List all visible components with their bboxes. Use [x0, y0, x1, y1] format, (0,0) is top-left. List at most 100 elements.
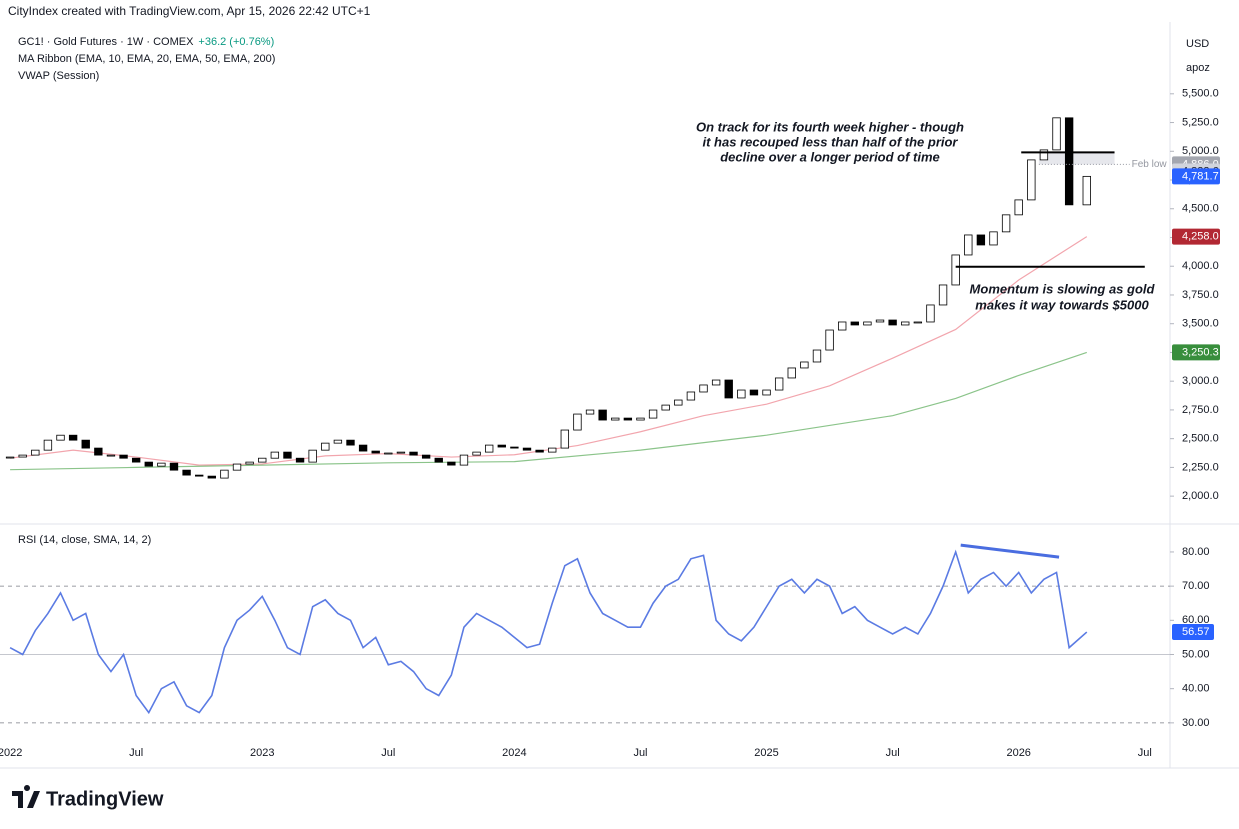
price-label-bg: [1172, 168, 1220, 185]
candle: [447, 461, 456, 466]
candle: [1052, 117, 1061, 151]
candle: [283, 451, 292, 459]
candle: [838, 321, 847, 331]
y-tick-label: 80.00: [1182, 546, 1210, 558]
candle: [245, 461, 254, 465]
candle: [384, 452, 393, 455]
candle: [674, 399, 683, 406]
y-tick-label: 3,000.0: [1182, 375, 1219, 387]
currency: USD: [1186, 38, 1209, 50]
price-label: 4,258.0: [1182, 230, 1219, 242]
x-tick-label: Jul: [129, 747, 143, 759]
candle: [535, 449, 544, 453]
feb-low-zone: [1038, 152, 1115, 165]
candle: [157, 462, 166, 467]
candle: [863, 321, 872, 326]
candle: [623, 417, 633, 421]
candle: [1001, 214, 1011, 233]
divergence-line: [960, 543, 1060, 559]
y-tick-label: 5,000.0: [1182, 145, 1219, 157]
candle: [119, 454, 128, 459]
candle: [901, 321, 910, 326]
credit: CityIndex created with TradingView.com, …: [8, 4, 371, 18]
annotation: Momentum is slowing as gold: [970, 281, 1156, 296]
y-tick-label: 2,500.0: [1182, 433, 1219, 445]
y-tick-label: 60.00: [1182, 614, 1210, 626]
price-label: 3,250.3: [1182, 346, 1219, 358]
logo-mark: [12, 785, 40, 808]
candle: [686, 391, 696, 401]
candle: [510, 446, 519, 449]
candle: [195, 474, 204, 477]
candle: [522, 447, 532, 451]
candle: [850, 321, 859, 326]
candle: [220, 469, 229, 479]
symbol-legend: GC1! · Gold Futures · 1W · COMEX +36.2 (+…: [18, 36, 274, 48]
candle: [548, 447, 557, 453]
y-tick-label: 30.00: [1182, 717, 1210, 729]
candle: [913, 321, 923, 324]
candle: [56, 434, 65, 441]
candle: [964, 234, 973, 256]
moving-average: [10, 236, 1088, 466]
candle: [295, 457, 305, 463]
candle: [472, 451, 481, 456]
candle: [1064, 117, 1074, 206]
scale-mode: apoz: [1186, 62, 1210, 74]
candle: [258, 457, 267, 463]
candle: [812, 349, 822, 363]
candle: [5, 456, 15, 459]
candle: [573, 413, 582, 431]
candle: [926, 304, 935, 323]
candle: [232, 463, 242, 471]
candle: [711, 379, 721, 386]
candle: [989, 231, 998, 246]
candle: [598, 409, 607, 421]
y-tick-label: 3,500.0: [1182, 318, 1219, 330]
candle: [762, 389, 771, 396]
candle: [611, 417, 620, 421]
candle: [421, 454, 431, 459]
candle: [308, 449, 317, 463]
x-tick-label: Jul: [633, 747, 647, 759]
candle: [585, 409, 595, 415]
y-tick-label: 4,500.0: [1182, 203, 1219, 215]
x-tick-label: Jul: [381, 747, 395, 759]
change: +36.2 (+0.76%): [198, 36, 274, 48]
brand: TradingView: [46, 788, 164, 810]
y-tick-label: 2,250.0: [1182, 461, 1219, 473]
y-tick-label: 2,000.0: [1182, 490, 1219, 502]
candle: [774, 377, 784, 391]
candle: [81, 439, 90, 449]
candle: [94, 447, 103, 456]
candle: [951, 254, 960, 286]
price-label-bg: [1172, 344, 1220, 361]
candle: [31, 449, 40, 456]
y-tick-label: 3,750.0: [1182, 289, 1219, 301]
candle: [1027, 159, 1036, 201]
candle: [888, 319, 897, 326]
x-tick-label: 2024: [502, 747, 526, 759]
candle: [749, 389, 759, 396]
candle: [207, 475, 216, 479]
candle: [182, 469, 191, 476]
candle: [484, 444, 494, 453]
candle: [270, 451, 280, 459]
annotation: it has recouped less than half of the pr…: [703, 134, 959, 149]
candle: [396, 451, 406, 454]
candle: [938, 284, 948, 306]
candle: [724, 379, 733, 399]
indicator: VWAP (Session): [18, 70, 99, 82]
rsi-label-bg: [1172, 624, 1214, 641]
y-tick-label: 2,750.0: [1182, 404, 1219, 416]
price-label: 4,781.7: [1182, 170, 1219, 182]
candle: [1082, 175, 1091, 206]
annotation: makes it way towards $5000: [975, 297, 1149, 312]
candle: [976, 234, 986, 246]
x-tick-label: Jul: [886, 747, 900, 759]
candle: [1039, 149, 1049, 161]
y-tick-label: 5,500.0: [1182, 88, 1219, 100]
candle: [497, 444, 506, 448]
candle: [875, 319, 885, 323]
